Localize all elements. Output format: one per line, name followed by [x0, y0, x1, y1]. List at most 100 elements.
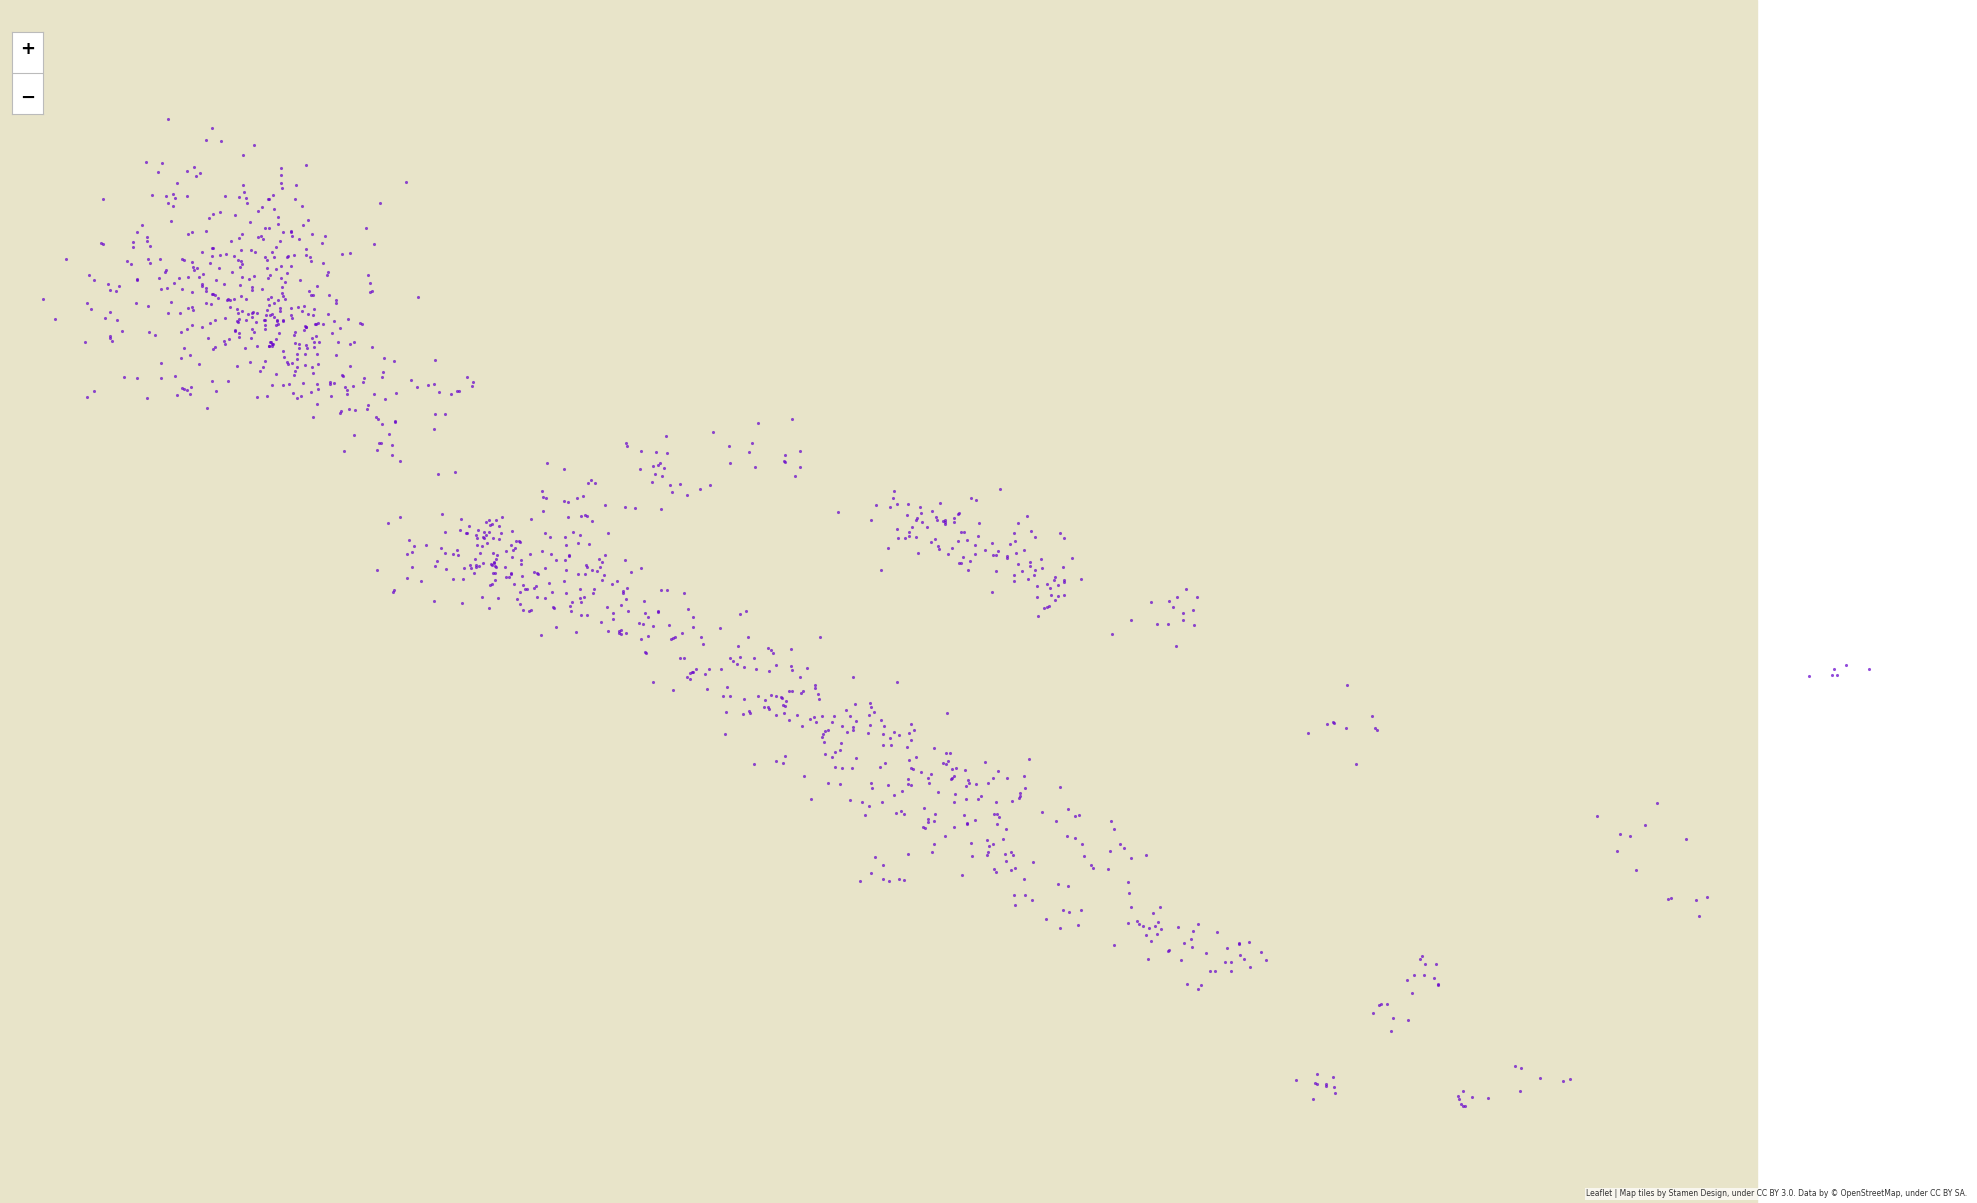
Text: −: −	[20, 89, 36, 107]
Point	[1554, 1069, 1586, 1089]
Point	[892, 769, 923, 788]
Point	[322, 332, 354, 351]
Point	[807, 727, 838, 746]
Point	[130, 227, 162, 247]
Point	[643, 602, 674, 621]
Text: Leaflet | Map tiles by Stamen Design, under CC BY 3.0. Data by © OpenStreetMap, : Leaflet | Map tiles by Stamen Design, un…	[1586, 1190, 1967, 1198]
Point	[565, 579, 597, 598]
Point	[1040, 812, 1072, 831]
Point	[40, 309, 71, 328]
Point	[945, 553, 977, 573]
Point	[1406, 946, 1437, 965]
Point	[728, 689, 759, 709]
Point	[706, 659, 737, 678]
Point	[239, 242, 271, 261]
Point	[785, 716, 817, 735]
Point	[896, 517, 927, 537]
Point	[210, 245, 241, 265]
Point	[724, 605, 755, 624]
Point	[471, 526, 502, 545]
Point	[152, 194, 184, 213]
Point	[255, 334, 287, 354]
Point	[476, 563, 508, 582]
Point	[441, 540, 473, 559]
Point	[787, 681, 818, 700]
Point	[295, 251, 326, 271]
Point	[204, 202, 235, 221]
Point	[548, 460, 579, 479]
Point	[121, 294, 152, 313]
Point	[1443, 1086, 1475, 1106]
Point	[915, 765, 947, 784]
Point	[486, 523, 518, 543]
Point	[637, 456, 668, 475]
Point	[951, 789, 983, 808]
Point	[393, 531, 425, 550]
Point	[985, 480, 1016, 499]
Point	[221, 250, 253, 269]
Point	[237, 320, 269, 339]
Point	[947, 547, 979, 567]
Point	[534, 527, 565, 546]
Point	[983, 761, 1014, 781]
Point	[69, 333, 101, 352]
Point	[1317, 712, 1348, 731]
Point	[194, 313, 225, 332]
Point	[267, 178, 299, 197]
Point	[573, 535, 605, 555]
Point	[449, 558, 480, 577]
Point	[959, 544, 990, 563]
Point	[194, 208, 225, 227]
Point	[957, 846, 988, 865]
Point	[672, 668, 704, 687]
Point	[176, 298, 208, 318]
Point	[844, 872, 876, 891]
Point	[132, 322, 164, 342]
Point	[1060, 829, 1091, 848]
Point	[777, 660, 809, 680]
Point	[301, 326, 332, 345]
Point	[1032, 598, 1064, 617]
Point	[467, 537, 498, 556]
Point	[421, 464, 453, 484]
Point	[508, 600, 540, 620]
Point	[293, 211, 324, 230]
Point	[490, 541, 522, 561]
Point	[275, 221, 306, 241]
Point	[886, 782, 917, 801]
Point	[200, 381, 231, 401]
Point	[374, 425, 405, 444]
Point	[1044, 523, 1075, 543]
Point	[1299, 1073, 1331, 1092]
Point	[737, 754, 769, 774]
Point	[1854, 659, 1886, 678]
Point	[214, 297, 245, 316]
Point	[423, 383, 455, 402]
Point	[324, 403, 356, 422]
Point	[674, 664, 706, 683]
Point	[251, 259, 283, 278]
Point	[1153, 614, 1184, 633]
Point	[265, 231, 297, 250]
Point	[397, 543, 429, 562]
Point	[550, 528, 581, 547]
Point	[718, 651, 749, 670]
Point	[287, 215, 318, 235]
Point	[455, 556, 486, 575]
Point	[275, 306, 306, 325]
Point	[132, 297, 164, 316]
Point	[565, 588, 597, 608]
Point	[1176, 937, 1208, 956]
Point	[253, 296, 285, 315]
Point	[1682, 906, 1714, 925]
Point	[476, 556, 508, 575]
Point	[121, 271, 152, 290]
Point	[664, 474, 696, 493]
Point	[1097, 624, 1129, 644]
Point	[1212, 938, 1244, 958]
Point	[1115, 610, 1147, 629]
Point	[1145, 897, 1176, 917]
Point	[1030, 909, 1062, 929]
Point	[1127, 915, 1159, 935]
Point	[474, 576, 506, 595]
